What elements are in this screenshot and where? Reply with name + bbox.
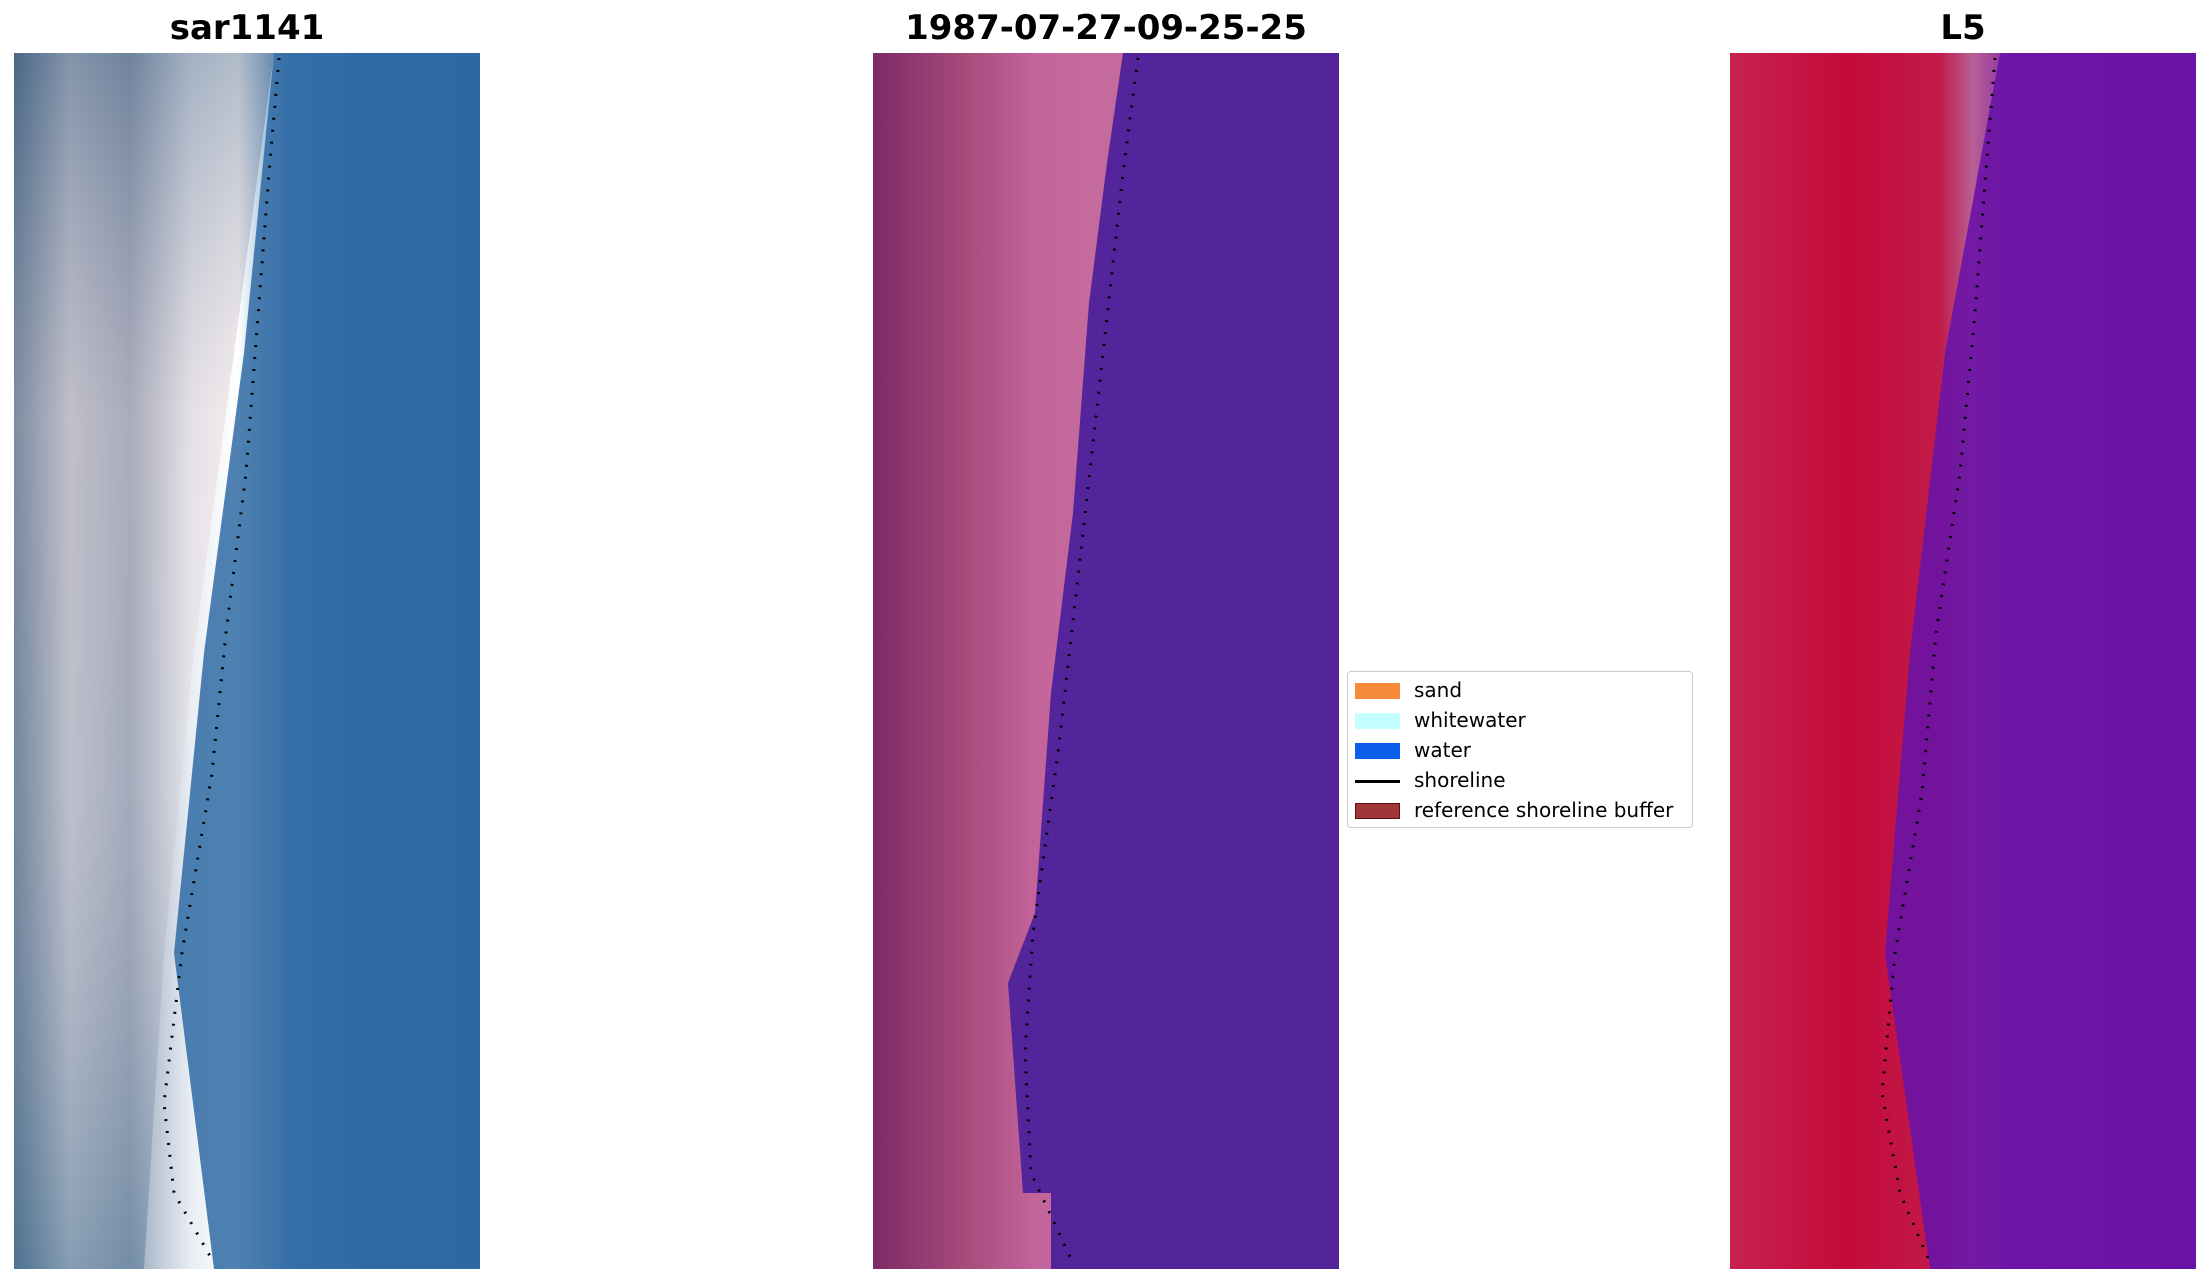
shoreline-false-color <box>1880 57 1997 1264</box>
legend-label: shoreline <box>1414 768 1506 792</box>
classified-image-panel <box>873 53 1339 1269</box>
reference-buffer-swatch <box>1355 803 1400 819</box>
legend-item-reference-buffer: reference shoreline buffer <box>1348 795 1692 825</box>
legend-label: sand <box>1414 678 1463 702</box>
legend-label: reference shoreline buffer <box>1414 798 1674 822</box>
shoreline-line-swatch <box>1355 780 1400 783</box>
classified-image <box>873 53 1339 1269</box>
legend-label: whitewater <box>1414 708 1526 732</box>
whitewater-swatch <box>1355 713 1400 729</box>
shoreline-classified <box>1023 57 1140 1264</box>
legend: sand whitewater water shoreline referenc… <box>1347 671 1693 828</box>
shoreline-rgb <box>162 57 281 1264</box>
legend-item-sand: sand <box>1348 675 1692 705</box>
sand-swatch <box>1355 683 1400 699</box>
legend-item-whitewater: whitewater <box>1348 705 1692 735</box>
legend-item-water: water <box>1348 735 1692 765</box>
panel-title-rgb: sar1141 <box>169 8 325 48</box>
rgb-image <box>14 53 480 1269</box>
panel-title-false-color: L5 <box>1940 8 1986 48</box>
water-swatch <box>1355 743 1400 759</box>
panel-title-classified: 1987-07-27-09-25-25 <box>905 8 1307 48</box>
false-color-image <box>1730 53 2196 1269</box>
false-color-image-panel <box>1730 53 2196 1269</box>
legend-item-shoreline: shoreline <box>1348 765 1692 795</box>
legend-label: water <box>1414 738 1471 762</box>
rgb-image-panel <box>14 53 480 1269</box>
